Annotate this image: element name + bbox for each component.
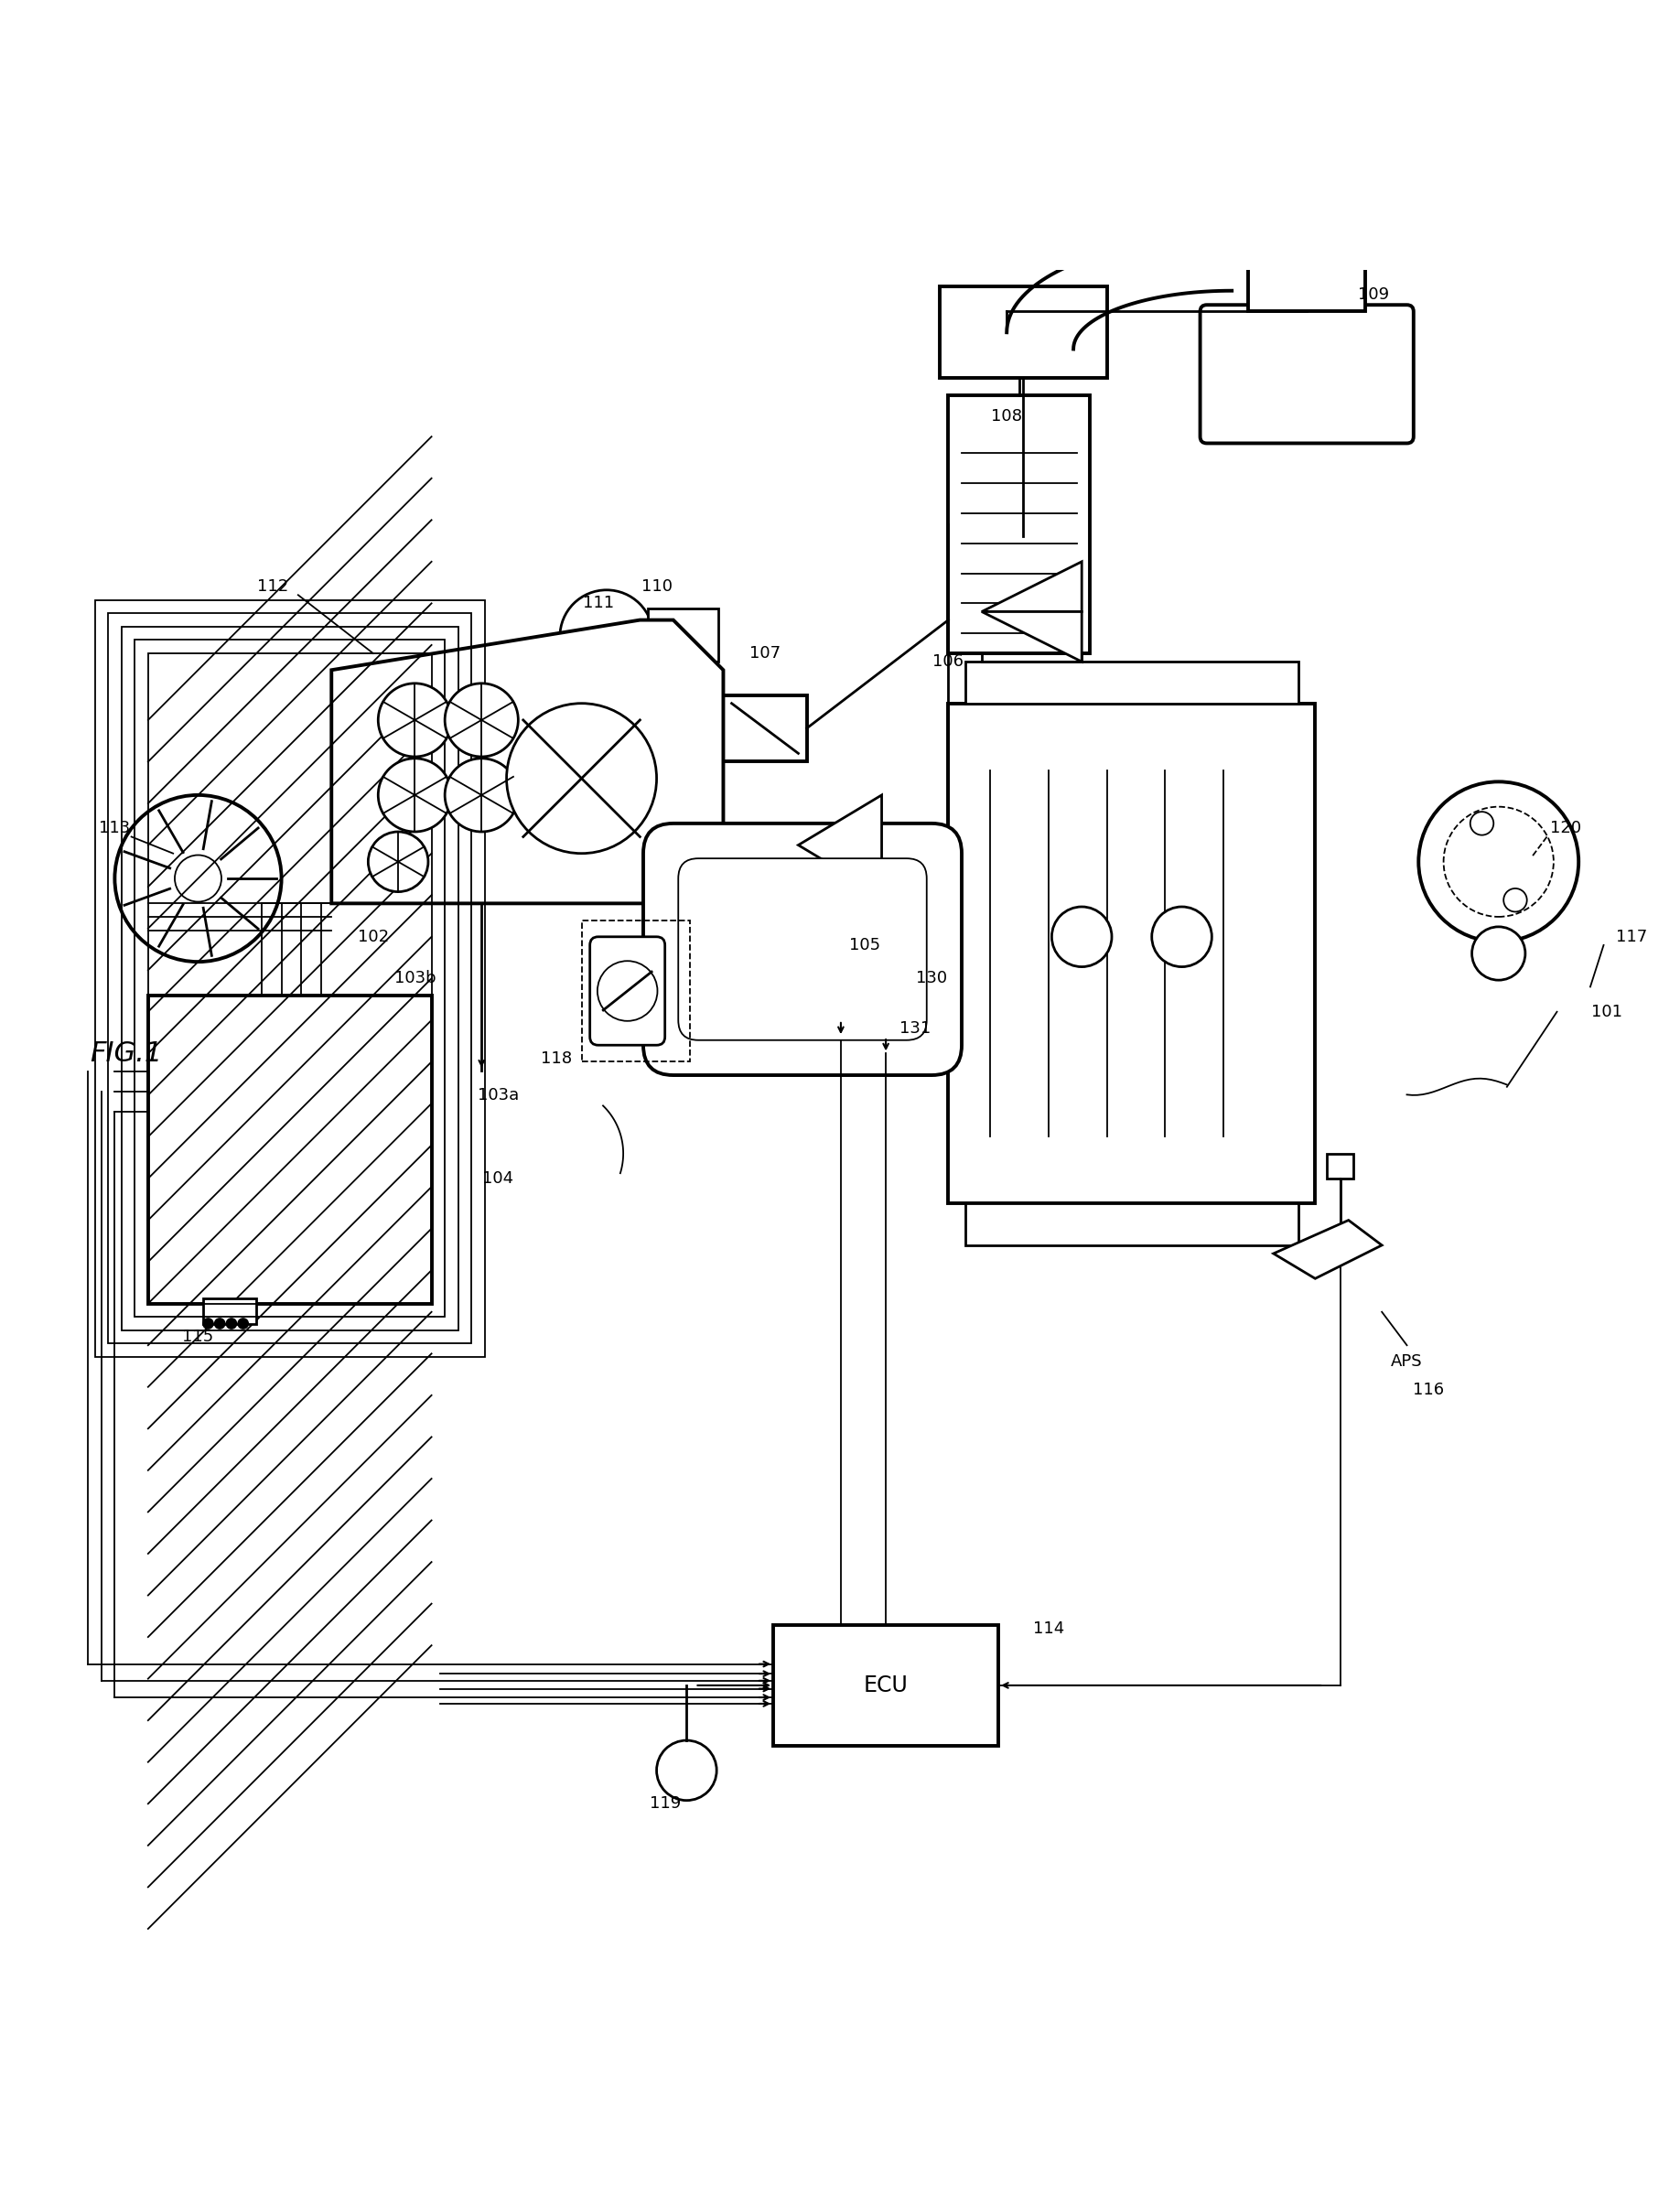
- Text: 113: 113: [99, 821, 131, 836]
- Text: FIG.1: FIG.1: [89, 1039, 163, 1066]
- Polygon shape: [798, 911, 882, 1011]
- Circle shape: [175, 854, 222, 903]
- Bar: [724, 695, 806, 761]
- Circle shape: [507, 704, 657, 854]
- Circle shape: [203, 1318, 213, 1329]
- Bar: [108, 614, 472, 1344]
- Bar: [581, 920, 690, 1062]
- Bar: [773, 1624, 998, 1746]
- Bar: [1327, 1154, 1354, 1179]
- Text: 108: 108: [991, 408, 1023, 424]
- Circle shape: [445, 684, 517, 757]
- Circle shape: [657, 1741, 717, 1801]
- Bar: [203, 1298, 257, 1324]
- Text: 112: 112: [257, 578, 289, 596]
- Text: 104: 104: [482, 1170, 514, 1187]
- Circle shape: [1504, 889, 1527, 911]
- FancyBboxPatch shape: [679, 859, 927, 1039]
- Text: 114: 114: [1033, 1620, 1063, 1638]
- Bar: [964, 1203, 1299, 1245]
- Polygon shape: [798, 795, 882, 896]
- Text: 116: 116: [1413, 1382, 1445, 1399]
- Circle shape: [1472, 927, 1525, 980]
- Text: 102: 102: [358, 929, 388, 945]
- Text: 115: 115: [183, 1329, 213, 1344]
- Text: 120: 120: [1549, 821, 1581, 836]
- Circle shape: [1418, 781, 1579, 942]
- Circle shape: [1152, 907, 1211, 967]
- Text: 119: 119: [648, 1796, 680, 1812]
- Circle shape: [1443, 808, 1554, 916]
- FancyBboxPatch shape: [643, 823, 961, 1075]
- Circle shape: [378, 684, 452, 757]
- Bar: [949, 704, 1315, 1203]
- Polygon shape: [981, 611, 1082, 662]
- Bar: [865, 870, 932, 936]
- Bar: [1248, 245, 1366, 311]
- Text: 106: 106: [932, 653, 964, 671]
- Polygon shape: [1273, 1220, 1383, 1278]
- Bar: [148, 653, 432, 1304]
- Text: 130: 130: [916, 971, 948, 987]
- Circle shape: [239, 1318, 249, 1329]
- Ellipse shape: [1273, 234, 1341, 254]
- Bar: [148, 995, 432, 1304]
- Circle shape: [598, 960, 657, 1022]
- Circle shape: [559, 589, 654, 684]
- Bar: [949, 395, 1090, 653]
- Text: 131: 131: [899, 1020, 931, 1037]
- Text: 110: 110: [642, 578, 672, 596]
- Text: 103b: 103b: [395, 971, 435, 987]
- FancyBboxPatch shape: [590, 936, 665, 1046]
- Text: 103a: 103a: [477, 1086, 519, 1104]
- Bar: [648, 609, 719, 662]
- Polygon shape: [981, 561, 1082, 611]
- Circle shape: [378, 759, 452, 832]
- Bar: [964, 662, 1299, 704]
- Text: 101: 101: [1591, 1004, 1623, 1020]
- Polygon shape: [331, 620, 724, 903]
- Bar: [94, 600, 486, 1357]
- Circle shape: [215, 1318, 225, 1329]
- Bar: [941, 287, 1107, 377]
- Text: 107: 107: [749, 644, 781, 662]
- Text: ECU: ECU: [864, 1675, 909, 1697]
- Circle shape: [368, 832, 428, 892]
- Text: 105: 105: [850, 938, 880, 953]
- Text: 109: 109: [1357, 287, 1389, 302]
- FancyBboxPatch shape: [1200, 305, 1413, 444]
- Text: APS: APS: [1391, 1353, 1423, 1371]
- Circle shape: [445, 759, 517, 832]
- Bar: [134, 640, 445, 1318]
- Circle shape: [227, 1318, 237, 1329]
- Circle shape: [1052, 907, 1112, 967]
- Circle shape: [1470, 812, 1494, 834]
- Text: 118: 118: [541, 1051, 573, 1066]
- Bar: [121, 627, 459, 1331]
- Circle shape: [114, 795, 282, 962]
- Text: 111: 111: [583, 596, 613, 611]
- Text: 117: 117: [1616, 929, 1648, 945]
